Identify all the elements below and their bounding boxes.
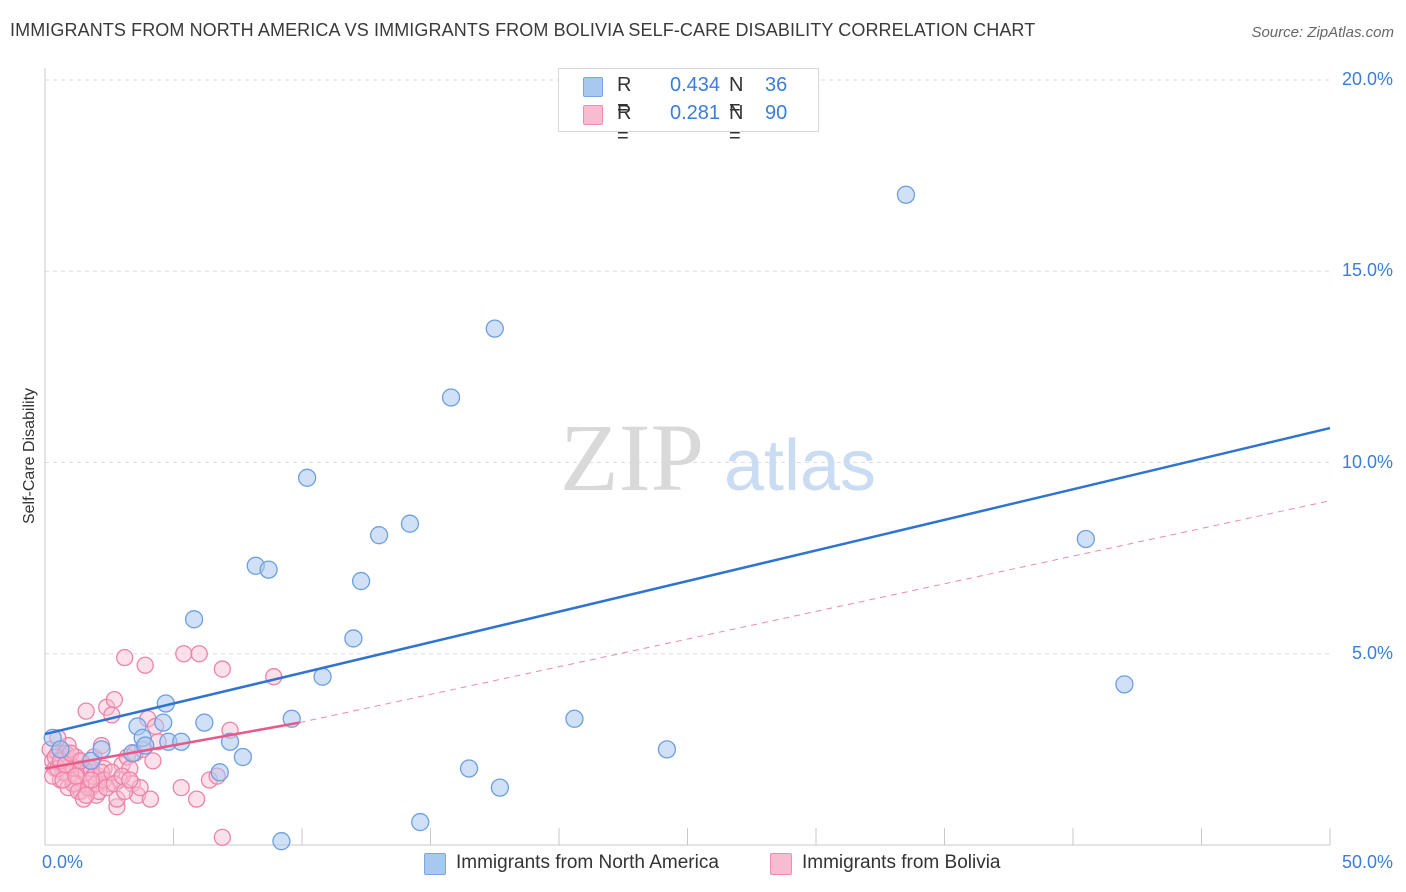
- bolivia-point: [213, 828, 231, 846]
- north-america-point: [210, 763, 229, 782]
- bolivia-point: [265, 668, 283, 686]
- bolivia-trend-line: [44, 721, 300, 770]
- legend-r-value: 0.434: [669, 74, 721, 96]
- north-america-point: [441, 388, 461, 407]
- y-tick-label: 15.0%: [1341, 260, 1393, 281]
- page-title: IMMIGRANTS FROM NORTH AMERICA VS IMMIGRA…: [10, 20, 1036, 40]
- north-america-point: [411, 812, 430, 832]
- bolivia-point: [105, 691, 124, 709]
- source-credit: Source: ZipAtlas.com: [1251, 24, 1394, 41]
- north-america-point: [1115, 675, 1134, 694]
- legend-n-label: N =: [729, 74, 744, 119]
- legend-n-value: 36: [765, 74, 788, 96]
- north-america-points: [43, 185, 1134, 851]
- north-america-point: [184, 610, 204, 629]
- north-america-point: [344, 629, 363, 648]
- bolivia-trend-extension: [299, 500, 1331, 724]
- legend-swatch-blue: [583, 77, 603, 97]
- bolivia-point: [213, 660, 231, 678]
- correlation-legend: R = 0.434 N = 36 R = 0.281 N = 90: [558, 68, 819, 147]
- legend-n-value: 90: [765, 102, 788, 124]
- north-america-point: [313, 667, 332, 686]
- north-america-point: [92, 740, 111, 759]
- north-america-point: [272, 832, 291, 851]
- north-america-point: [490, 778, 510, 797]
- north-america-point: [1076, 529, 1095, 549]
- x-tick-label: 0.0%: [42, 852, 84, 872]
- bolivia-point: [141, 790, 160, 808]
- legend-r-label: R =: [617, 102, 632, 147]
- bolivia-point: [77, 786, 95, 804]
- legend-swatch-pink: [770, 853, 792, 875]
- legend-swatch-pink: [583, 105, 603, 125]
- legend-n-label: N =: [729, 102, 744, 147]
- north-america-point: [565, 709, 584, 728]
- x-tick-label: 50.0%: [1341, 852, 1393, 872]
- north-america-point: [51, 740, 70, 759]
- north-america-trend-line: [44, 426, 1331, 736]
- bolivia-point: [121, 771, 139, 789]
- north-america-point: [154, 713, 173, 732]
- trend-lines: [44, 426, 1331, 770]
- north-america-point: [459, 759, 479, 778]
- y-tick-label: 10.0%: [1341, 451, 1393, 472]
- north-america-point: [259, 560, 278, 579]
- north-america-point: [485, 319, 504, 338]
- north-america-point: [195, 713, 214, 732]
- bolivia-point: [190, 645, 208, 663]
- bolivia-point: [187, 790, 206, 808]
- north-america-point: [657, 740, 677, 759]
- bolivia-point: [67, 767, 85, 785]
- north-america-point: [233, 747, 253, 767]
- series-label: Immigrants from Bolivia: [802, 852, 1001, 873]
- north-america-point: [896, 185, 916, 204]
- north-america-point: [369, 526, 389, 545]
- bolivia-point: [136, 656, 154, 674]
- series-label: Immigrants from North America: [456, 852, 719, 873]
- y-tick-label: 20.0%: [1341, 69, 1393, 89]
- watermark-atlas: atlas: [724, 426, 876, 506]
- y-tick-label: 5.0%: [1351, 642, 1393, 663]
- north-america-point: [220, 732, 240, 751]
- bolivia-point: [144, 752, 162, 770]
- bolivia-point: [175, 645, 193, 663]
- north-america-point: [351, 571, 371, 591]
- bolivia-point: [172, 778, 190, 797]
- north-america-point: [297, 468, 317, 487]
- legend-r-value: 0.281: [669, 102, 721, 124]
- watermark-zip: ZIP: [560, 404, 704, 511]
- north-america-point: [400, 514, 420, 533]
- legend-swatch-blue: [424, 853, 446, 875]
- bolivia-point: [116, 648, 134, 667]
- bolivia-point: [77, 702, 95, 720]
- watermark: ZIP atlas: [560, 404, 876, 511]
- legend-r-label: R =: [617, 74, 632, 119]
- bolivia-point: [82, 771, 100, 789]
